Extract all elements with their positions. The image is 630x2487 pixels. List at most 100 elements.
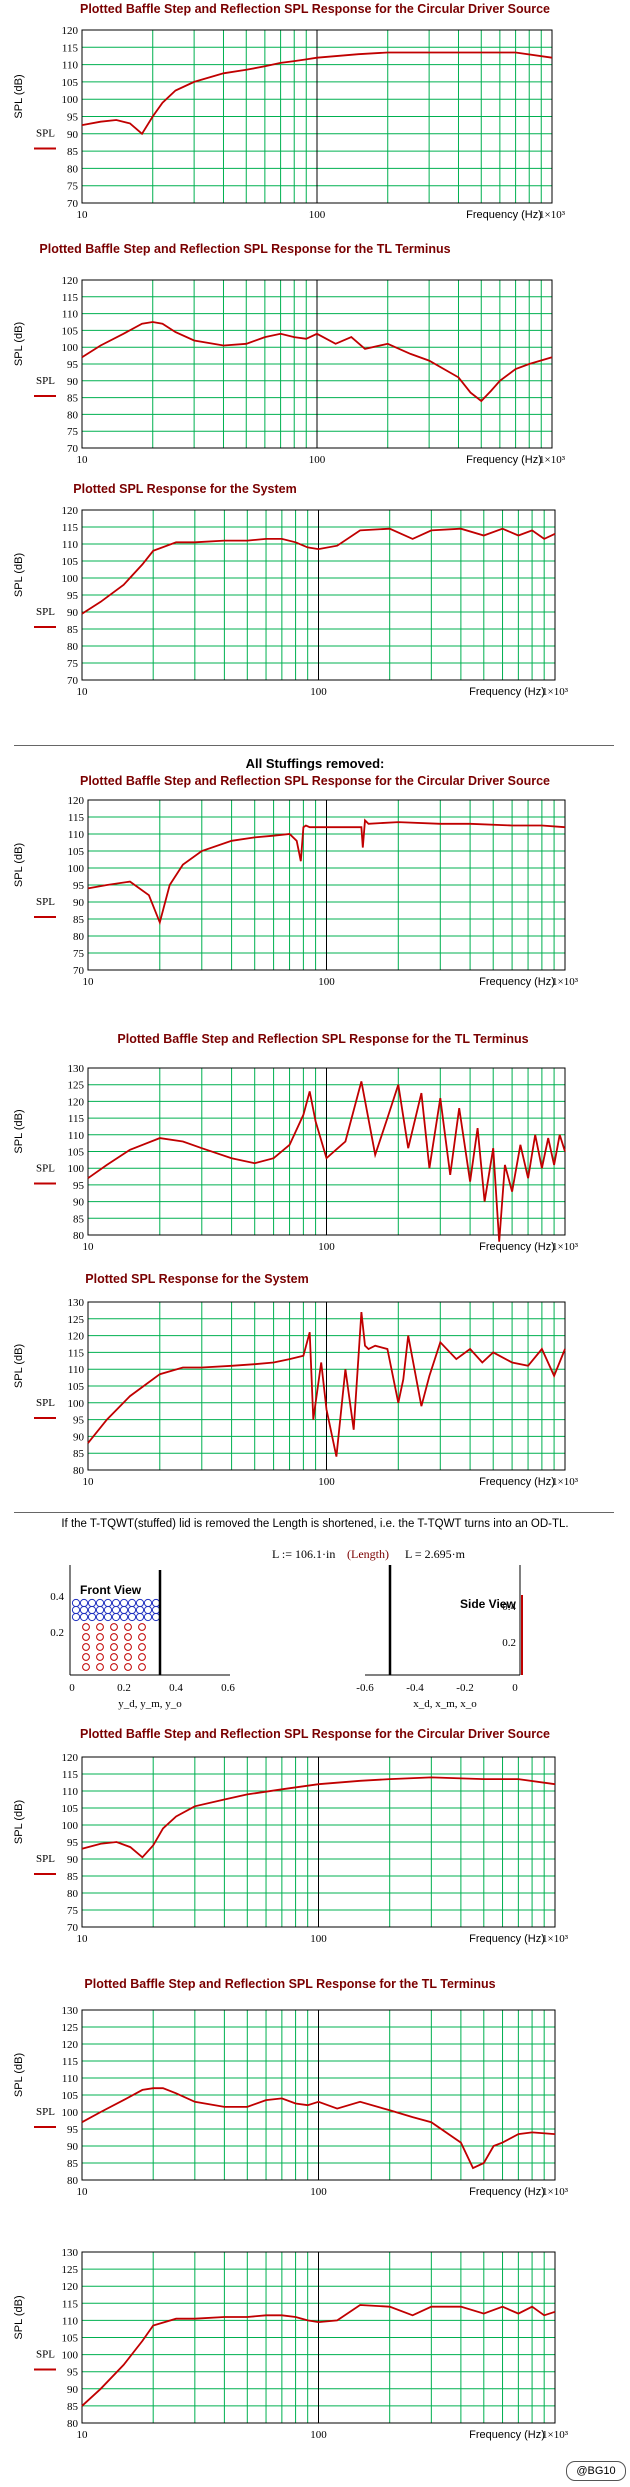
y-tick-label: 95 [73,1180,85,1192]
y-tick-label: 100 [62,573,79,585]
x-axis-label: Frequency (Hz) [466,454,542,466]
driver-circle [95,1612,105,1622]
y-tick-label: 95 [67,112,79,124]
x-tick-label: 1×10³ [552,976,579,988]
side-x-label: x_d, x_m, x_o [413,1698,477,1710]
chart-1: Plotted Baffle Step and Reflection SPL R… [0,0,630,235]
x-tick-label: 100 [309,454,326,466]
y-tick-label: 120 [68,795,85,807]
chart-title: Plotted SPL Response for the System [85,1272,309,1286]
y-tick-label: 115 [62,292,79,304]
y-axis-label: SPL (dB) [13,553,25,597]
port-circle [82,1653,90,1661]
y-tick-label: 90 [73,1431,85,1443]
driver-circle [111,1598,121,1608]
port-circle [124,1633,132,1641]
y-tick-label: 120 [62,2281,79,2293]
port-circle [124,1643,132,1651]
driver-circle [111,1605,121,1615]
series-line [81,321,553,403]
y-tick-label: 115 [62,42,79,54]
y-tick-label: 95 [73,1415,85,1427]
x-axis-label: Frequency (Hz) [479,1476,555,1488]
y-tick-label: 100 [62,94,79,106]
port-circle [110,1653,118,1661]
y-tick-label: 95 [67,2367,79,2379]
x-tick-label: 100 [318,976,335,988]
y-tick-label: 80 [67,2418,79,2430]
x-axis-label: Frequency (Hz) [469,2186,545,2198]
y-tick-label: 115 [62,522,79,534]
y-tick-label: 95 [67,2124,79,2136]
length-word-text: (Length) [347,1547,389,1561]
y-tick-label: 90 [67,129,79,141]
chart-plot: 80 85 90 95 100 105 110 115 120 125 130 10 100 1×10³F… [13,2005,569,2198]
y-axis-label: SPL (dB) [13,322,25,366]
y-tick-label: 120 [62,275,79,287]
y-tick-label: 85 [67,2158,79,2170]
y-axis-label: SPL (dB) [13,1109,25,1153]
y-tick-label: 105 [62,1803,79,1815]
chart-plot: 70 75 80 85 90 95 100 105 110 115 120 10 100 1×10³Fre… [13,25,566,221]
driver-circle [135,1612,145,1622]
driver-circle [151,1598,161,1608]
stuffings-heading: All Stuffings removed: [245,756,385,771]
y-tick-label: 105 [68,1147,85,1159]
driver-circle [119,1612,129,1622]
plot-frame [81,509,556,681]
front-x-label: y_d, y_m, y_o [118,1698,182,1710]
y-tick-label: 95 [67,1837,79,1849]
y-tick-label: 70 [67,443,79,455]
y-tick-label: 130 [68,1063,85,1075]
chart-plot: 80 85 90 95 100 105 110 115 120 125 130 10 100 1×10³F… [13,1297,579,1488]
y-tick-label: 80 [67,1888,79,1900]
port-circle [138,1663,146,1671]
y-tick-label: 70 [67,675,79,687]
driver-circle [87,1598,97,1608]
y-tick-label: 95 [67,359,79,371]
y-tick-label: 80 [67,2175,79,2187]
series-label: SPL [36,1397,55,1409]
front-view-label: Front View [80,1583,142,1597]
y-axis-label: SPL (dB) [13,74,25,118]
y-tick-label: 100 [62,342,79,354]
series-line [81,2087,556,2170]
side-x-tick: -0.4 [406,1682,424,1694]
y-axis-label: SPL (dB) [13,2053,25,2097]
y-tick-label: 105 [62,556,79,568]
y-tick-label: 90 [67,376,79,388]
port-circle [82,1663,90,1671]
y-tick-label: 80 [73,931,85,943]
port-circle [124,1623,132,1631]
y-tick-label: 110 [62,309,79,321]
x-tick-label: 10 [83,1476,95,1488]
x-axis-label: Frequency (Hz) [469,1933,545,1945]
port-circle [110,1623,118,1631]
y-tick-label: 110 [62,2073,79,2085]
side-x-tick: -0.2 [456,1682,473,1694]
port-circle [138,1623,146,1631]
y-tick-label: 75 [67,658,79,670]
chart-plot: 80 85 90 95 100 105 110 115 120 125 130 10 100 1×10³F… [13,1063,579,1253]
x-tick-label: 10 [77,686,89,698]
y-tick-label: 80 [67,641,79,653]
y-tick-label: 120 [62,1752,79,1764]
x-tick-label: 100 [309,209,326,221]
chart-title: Plotted Baffle Step and Reflection SPL R… [79,1727,550,1741]
y-tick-label: 120 [62,25,79,37]
y-tick-label: 90 [67,1854,79,1866]
y-axis-label: SPL (dB) [13,1800,25,1844]
x-tick-label: 1×10³ [552,1476,579,1488]
driver-circle [143,1612,153,1622]
y-tick-label: 70 [67,198,79,210]
x-tick-label: 1×10³ [539,209,566,221]
y-tick-label: 105 [62,2090,79,2102]
chart-4: Plotted Baffle Step and Reflection SPL R… [0,772,630,1007]
driver-circle [143,1598,153,1608]
driver-circle [119,1598,129,1608]
y-axis-label: SPL (dB) [13,2295,25,2339]
front-y-tick: 0.2 [50,1627,64,1639]
chart-title: Plotted Baffle Step and Reflection SPL R… [117,1032,529,1046]
driver-circle [127,1612,137,1622]
plot-frame [81,1756,556,1928]
